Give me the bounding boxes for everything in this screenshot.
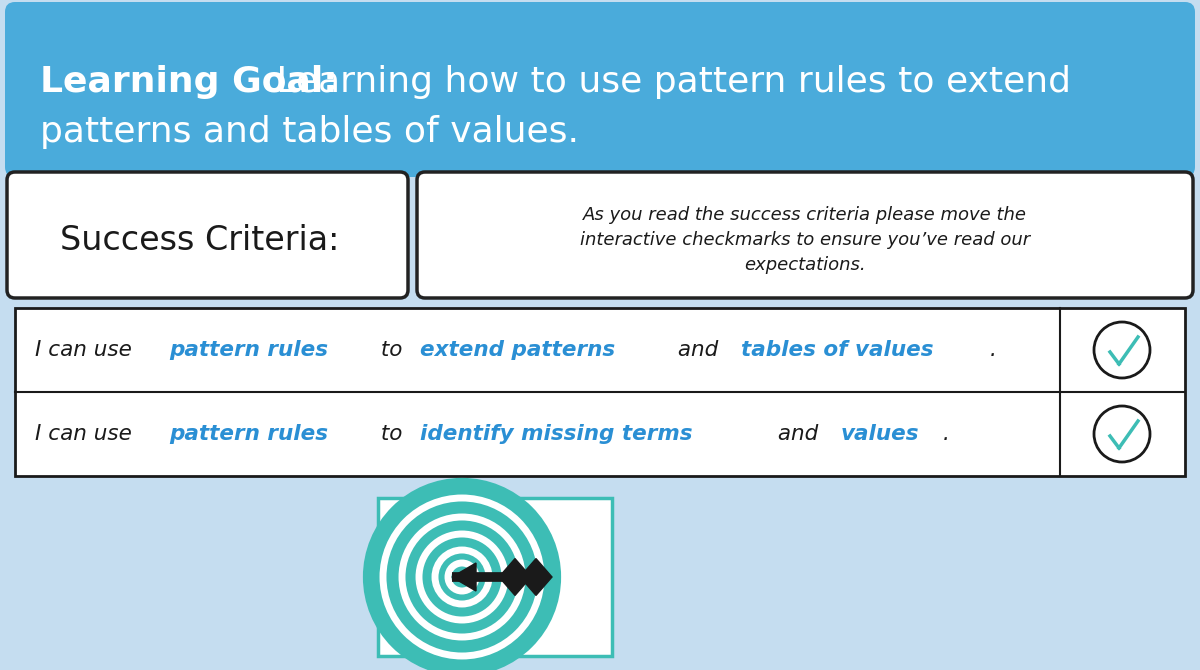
Text: identify missing terms: identify missing terms xyxy=(420,424,692,444)
Text: pattern rules: pattern rules xyxy=(169,340,328,360)
FancyBboxPatch shape xyxy=(5,2,1195,177)
Text: to: to xyxy=(374,424,409,444)
FancyBboxPatch shape xyxy=(378,498,612,656)
Polygon shape xyxy=(520,559,552,596)
Text: As you read the success criteria please move the
interactive checkmarks to ensur: As you read the success criteria please … xyxy=(580,206,1030,274)
Polygon shape xyxy=(452,563,476,591)
Text: Success Criteria:: Success Criteria: xyxy=(60,224,340,257)
Text: .: . xyxy=(990,340,996,360)
Text: patterns and tables of values.: patterns and tables of values. xyxy=(40,115,580,149)
Text: extend patterns: extend patterns xyxy=(420,340,614,360)
FancyBboxPatch shape xyxy=(14,308,1186,476)
Text: pattern rules: pattern rules xyxy=(169,424,328,444)
Text: to: to xyxy=(374,340,409,360)
Text: Learning how to use pattern rules to extend: Learning how to use pattern rules to ext… xyxy=(265,65,1072,99)
Text: Learning Goal:: Learning Goal: xyxy=(40,65,337,99)
Text: I can use: I can use xyxy=(35,340,139,360)
Text: and: and xyxy=(772,424,826,444)
Text: and: and xyxy=(671,340,726,360)
Text: tables of values: tables of values xyxy=(742,340,934,360)
Text: values: values xyxy=(841,424,919,444)
Text: I can use: I can use xyxy=(35,424,139,444)
Text: .: . xyxy=(942,424,949,444)
FancyBboxPatch shape xyxy=(7,172,408,298)
Polygon shape xyxy=(499,559,530,596)
FancyBboxPatch shape xyxy=(418,172,1193,298)
